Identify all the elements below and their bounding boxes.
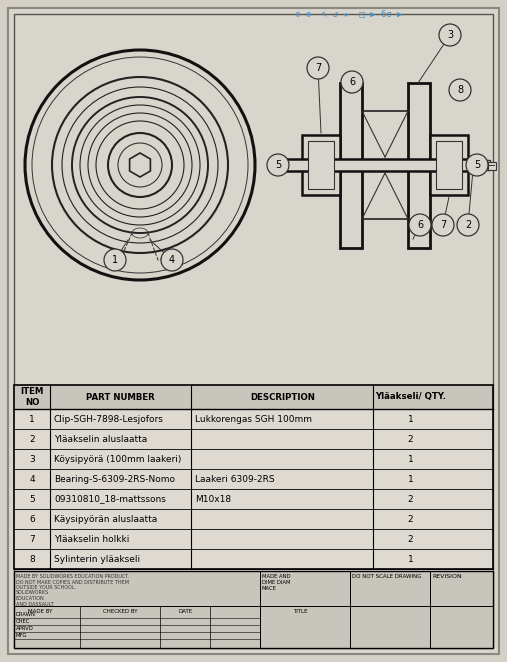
Text: 7: 7 xyxy=(440,220,446,230)
Text: 1: 1 xyxy=(112,255,118,265)
Text: 7: 7 xyxy=(315,63,321,73)
Text: DO NOT SCALE DRAWING: DO NOT SCALE DRAWING xyxy=(352,574,421,579)
FancyBboxPatch shape xyxy=(14,385,493,409)
Text: PART NUMBER: PART NUMBER xyxy=(86,393,155,401)
FancyBboxPatch shape xyxy=(488,162,496,170)
Text: AND DASSAULT: AND DASSAULT xyxy=(16,602,54,606)
Text: Bearing-S-6309-2RS-Nomo: Bearing-S-6309-2RS-Nomo xyxy=(54,475,175,483)
Text: 7: 7 xyxy=(29,534,35,544)
Text: 2: 2 xyxy=(408,434,413,444)
Text: 09310810_18-mattssons: 09310810_18-mattssons xyxy=(54,495,166,504)
Text: OUTSIDE YOUR SCHOOL.: OUTSIDE YOUR SCHOOL. xyxy=(16,585,76,590)
Text: DATE: DATE xyxy=(179,608,193,614)
FancyBboxPatch shape xyxy=(14,571,493,648)
Text: 1: 1 xyxy=(29,414,35,424)
Text: DO NOT MAKE COPIES AND DISTRIBUTE THEM: DO NOT MAKE COPIES AND DISTRIBUTE THEM xyxy=(16,579,129,585)
Circle shape xyxy=(341,71,363,93)
FancyBboxPatch shape xyxy=(270,162,278,170)
Text: 2: 2 xyxy=(408,514,413,524)
Text: SOLIDWORKS: SOLIDWORKS xyxy=(16,591,49,596)
Circle shape xyxy=(439,24,461,46)
Text: ITEM
NO: ITEM NO xyxy=(20,387,44,406)
Text: 1: 1 xyxy=(408,475,413,483)
Text: 1: 1 xyxy=(408,414,413,424)
Text: 6: 6 xyxy=(349,77,355,87)
FancyBboxPatch shape xyxy=(308,141,334,189)
Circle shape xyxy=(267,154,289,176)
FancyBboxPatch shape xyxy=(8,8,499,654)
Text: 5: 5 xyxy=(29,495,35,504)
FancyBboxPatch shape xyxy=(302,135,340,195)
Text: 3: 3 xyxy=(447,30,453,40)
Text: 1: 1 xyxy=(408,455,413,463)
Text: 4: 4 xyxy=(29,475,35,483)
FancyBboxPatch shape xyxy=(14,385,493,569)
Text: 2: 2 xyxy=(465,220,471,230)
Text: 2: 2 xyxy=(408,495,413,504)
Text: APRVD: APRVD xyxy=(16,626,34,631)
Text: TITLE: TITLE xyxy=(293,608,307,614)
Text: Yläakseli/ QTY.: Yläakseli/ QTY. xyxy=(375,393,446,401)
Text: 1: 1 xyxy=(408,555,413,563)
Text: 2: 2 xyxy=(408,534,413,544)
Text: 6: 6 xyxy=(29,514,35,524)
Text: Köysipyörä (100mm laakeri): Köysipyörä (100mm laakeri) xyxy=(54,455,182,463)
Circle shape xyxy=(161,249,183,271)
Text: 4: 4 xyxy=(169,255,175,265)
Circle shape xyxy=(466,154,488,176)
Circle shape xyxy=(432,214,454,236)
Text: EDUCATION: EDUCATION xyxy=(16,596,45,601)
FancyBboxPatch shape xyxy=(340,83,362,248)
Text: DRAWN: DRAWN xyxy=(16,612,36,616)
Text: MADE AND
DIME DIAM
MACE: MADE AND DIME DIAM MACE xyxy=(262,574,291,591)
FancyBboxPatch shape xyxy=(430,135,468,195)
Text: MADE BY SOLIDWORKS EDUCATION PRODUCT.: MADE BY SOLIDWORKS EDUCATION PRODUCT. xyxy=(16,574,129,579)
Text: 8: 8 xyxy=(29,555,35,563)
Text: Clip-SGH-7898-Lesjofors: Clip-SGH-7898-Lesjofors xyxy=(54,414,164,424)
FancyBboxPatch shape xyxy=(408,83,430,248)
Circle shape xyxy=(457,214,479,236)
Text: Yläakselin aluslaatta: Yläakselin aluslaatta xyxy=(54,434,147,444)
Text: Yläakselin holkki: Yläakselin holkki xyxy=(54,534,129,544)
Text: M10x18: M10x18 xyxy=(195,495,231,504)
Text: MADE BY: MADE BY xyxy=(28,608,52,614)
Text: 3: 3 xyxy=(29,455,35,463)
Text: ⊕ ⊕  ✎ ↺ ★  □ ▶ 6σ ▶: ⊕ ⊕ ✎ ↺ ★ □ ▶ 6σ ▶ xyxy=(295,9,403,18)
Text: 8: 8 xyxy=(457,85,463,95)
Text: 2: 2 xyxy=(29,434,35,444)
Circle shape xyxy=(307,57,329,79)
Text: Käysipyörän aluslaatta: Käysipyörän aluslaatta xyxy=(54,514,157,524)
Text: 5: 5 xyxy=(474,160,480,170)
FancyBboxPatch shape xyxy=(276,160,286,170)
Circle shape xyxy=(409,214,431,236)
Text: REVISION: REVISION xyxy=(432,574,462,579)
Circle shape xyxy=(449,79,471,101)
FancyBboxPatch shape xyxy=(436,141,462,189)
FancyBboxPatch shape xyxy=(284,159,480,171)
Text: Sylinterin yläakseli: Sylinterin yläakseli xyxy=(54,555,140,563)
FancyBboxPatch shape xyxy=(480,160,490,170)
Circle shape xyxy=(104,249,126,271)
Text: DESCRIPTION: DESCRIPTION xyxy=(250,393,315,401)
Text: MFG: MFG xyxy=(16,633,27,638)
Text: Laakeri 6309-2RS: Laakeri 6309-2RS xyxy=(195,475,275,483)
Text: 6: 6 xyxy=(417,220,423,230)
Text: CHEC: CHEC xyxy=(16,619,30,624)
Text: Lukkorengas SGH 100mm: Lukkorengas SGH 100mm xyxy=(195,414,312,424)
Text: 5: 5 xyxy=(275,160,281,170)
Text: CHECKED BY: CHECKED BY xyxy=(103,608,137,614)
